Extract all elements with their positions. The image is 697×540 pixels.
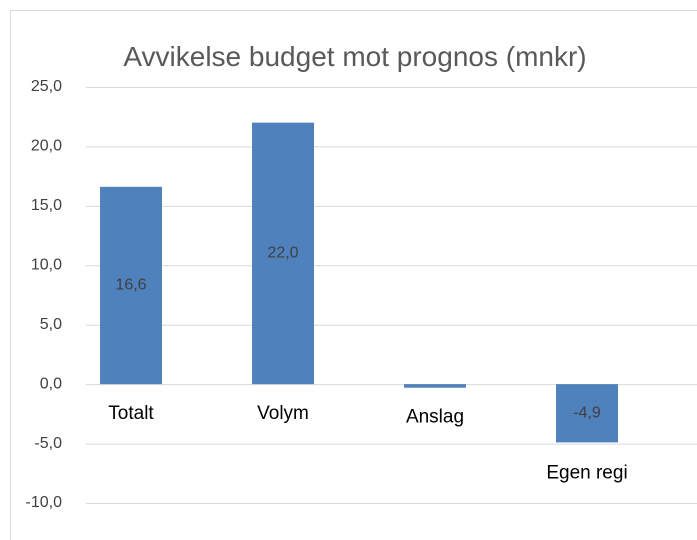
- y-tick-label: 0,0: [40, 375, 62, 392]
- chart-border: [10, 10, 697, 540]
- chart-title: Avvikelse budget mot prognos (mnkr): [123, 41, 587, 72]
- bar: [100, 186, 162, 385]
- data-label: 16,6: [115, 277, 146, 294]
- y-tick-label: 25,0: [31, 78, 62, 95]
- y-tick-label: 5,0: [40, 316, 62, 333]
- y-tick-label: -10,0: [26, 494, 63, 511]
- y-tick-label: 10,0: [31, 257, 62, 274]
- y-tick-label: -5,0: [34, 435, 62, 452]
- data-label: -4,9: [573, 404, 601, 421]
- data-label: 22,0: [267, 245, 298, 262]
- bar: [556, 384, 618, 443]
- bar: [252, 122, 314, 385]
- y-tick-label: 20,0: [31, 138, 62, 155]
- x-tick-label: Egen regi: [546, 462, 627, 483]
- x-tick-label: Totalt: [108, 403, 154, 424]
- bar: [404, 384, 466, 388]
- x-tick-label: Anslag: [406, 407, 464, 428]
- x-tick-label: Volym: [257, 403, 309, 424]
- y-tick-label: 15,0: [31, 197, 62, 214]
